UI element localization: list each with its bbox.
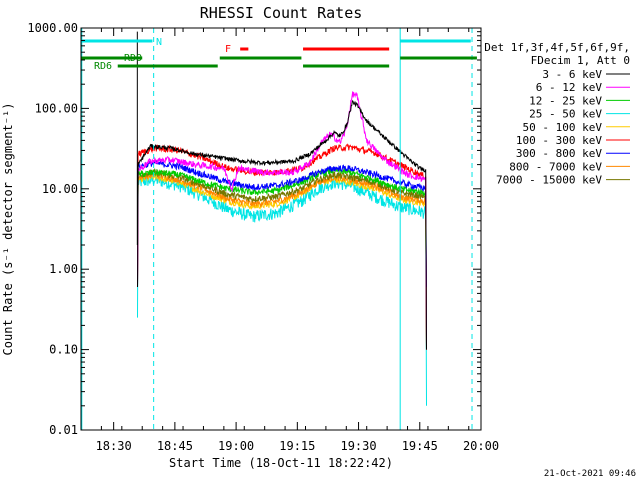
legend-entry-label: 3 - 6 keV	[542, 68, 602, 81]
y-axis-label: Count Rate (s⁻¹ detector segment⁻¹)	[1, 103, 15, 356]
y-tick-label: 1000.00	[27, 21, 78, 35]
y-tick-label: 100.00	[35, 101, 78, 115]
timestamp: 21-Oct-2021 09:46	[544, 469, 636, 479]
legend-entry-label: 12 - 25 keV	[529, 94, 602, 107]
flag-label-rd6: RD6	[94, 61, 112, 72]
y-tick-label: 0.01	[49, 423, 78, 437]
legend-entry-label: 800 - 7000 keV	[509, 160, 602, 173]
x-axis-label: Start Time (18-Oct-11 18:22:42)	[169, 456, 393, 470]
y-axis: 0.01 0.10 1.00 10.00 100.00 1000.00	[27, 21, 481, 437]
series-line-1	[137, 91, 427, 350]
y-tick-label: 0.10	[49, 343, 78, 357]
legend-entry-label: 50 - 100 keV	[523, 121, 603, 134]
x-tick-label: 19:00	[218, 439, 254, 453]
y-tick-label: 10.00	[42, 182, 78, 196]
flag-label-f: F	[225, 44, 231, 55]
y-tick-label: 1.00	[49, 262, 78, 276]
x-tick-label: 19:15	[279, 439, 315, 453]
series-line-6	[137, 158, 427, 288]
x-tick-label: 19:45	[402, 439, 438, 453]
plot-frame	[80, 27, 482, 431]
x-tick-label: 18:45	[157, 439, 193, 453]
x-tick-label: 19:30	[340, 439, 376, 453]
x-tick-label: 20:00	[463, 439, 499, 453]
series-line-2	[137, 165, 427, 350]
legend-entry-label: 7000 - 15000 keV	[496, 174, 602, 187]
plot-content: N F RDO RD6	[81, 28, 477, 430]
legend-entry-label: 6 - 12 keV	[536, 81, 603, 94]
flag-label-rdo: RDO	[124, 53, 142, 64]
series-line-0	[137, 99, 427, 350]
legend-header-line: Det 1f,3f,4f,5f,6f,9f,	[484, 41, 630, 54]
x-tick-label: 18:30	[96, 439, 132, 453]
series-line-7	[137, 170, 427, 350]
legend-entry-label: 25 - 50 keV	[529, 108, 602, 121]
legend-entry-label: 100 - 300 keV	[516, 134, 602, 147]
legend: Det 1f,3f,4f,5f,6f,9f,FDecim 1, Att 03 -…	[484, 41, 630, 187]
flag-label-n: N	[156, 37, 162, 48]
x-axis: 18:30 18:45 19:00 19:15 19:30 19:45 20:00	[80, 28, 499, 453]
legend-entry-label: 300 - 800 keV	[516, 147, 602, 160]
legend-header-line: FDecim 1, Att 0	[531, 54, 630, 67]
chart-title: RHESSI Count Rates	[200, 4, 363, 22]
